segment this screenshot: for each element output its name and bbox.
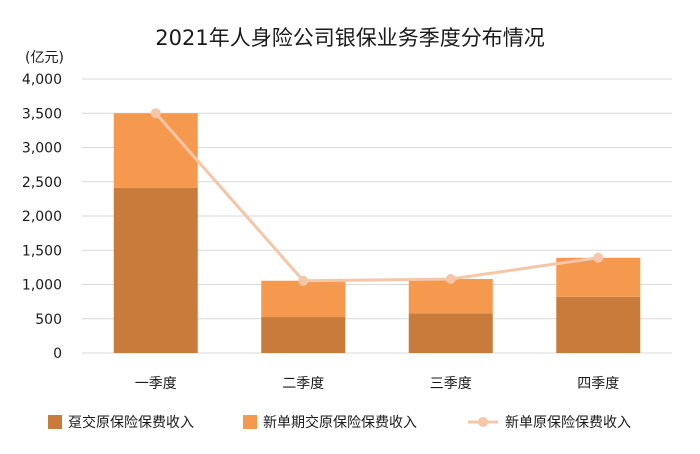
bar-segment — [556, 296, 641, 353]
legend-marker — [478, 417, 488, 427]
y-tick-label: 1,000 — [22, 278, 62, 294]
legend: 趸交原保险保费收入 新单期交原保险保费收入 新单原保险保费收入 — [48, 414, 631, 431]
y-tick-label: 1,500 — [22, 243, 62, 259]
bar-segment — [408, 313, 493, 353]
line-point — [298, 275, 309, 286]
legend-label: 新单原保险保费收入 — [505, 415, 631, 431]
bar-segment — [113, 113, 198, 188]
y-tick-label: 3,000 — [22, 141, 62, 157]
legend-swatch — [243, 415, 257, 429]
bars — [113, 113, 641, 353]
chart-title: 2021年人身险公司银保业务季度分布情况 — [155, 26, 545, 50]
y-tick-label: 0 — [53, 346, 62, 362]
y-axis-ticks: 0 500 1,000 1,500 2,000 2,500 3,000 3,500 4,000 — [22, 72, 62, 362]
y-tick-label: 2,500 — [22, 175, 62, 191]
bar-segment — [113, 187, 198, 353]
bar-segment — [261, 317, 346, 353]
x-axis-categories: 一季度 二季度 三季度 四季度 — [135, 376, 620, 392]
series-line — [154, 112, 599, 283]
legend-swatch — [48, 415, 62, 429]
line-point — [445, 274, 456, 285]
x-category-label: 三季度 — [430, 376, 472, 392]
x-category-label: 一季度 — [135, 376, 177, 392]
y-tick-label: 4,000 — [22, 72, 62, 88]
y-tick-label: 3,500 — [22, 106, 62, 122]
x-category-label: 二季度 — [282, 376, 324, 392]
y-tick-label: 500 — [35, 312, 62, 328]
legend-label: 新单期交原保险保费收入 — [263, 414, 417, 431]
y-unit-label: (亿元) — [25, 50, 64, 66]
line-series — [150, 108, 604, 286]
line-point — [150, 108, 161, 119]
x-category-label: 四季度 — [577, 376, 619, 392]
legend-label: 趸交原保险保费收入 — [68, 414, 194, 431]
bar-segment — [408, 279, 493, 314]
line-point — [593, 252, 604, 263]
bar-segment — [556, 257, 641, 297]
y-tick-label: 2,000 — [22, 209, 62, 225]
bar-segment — [261, 280, 346, 318]
